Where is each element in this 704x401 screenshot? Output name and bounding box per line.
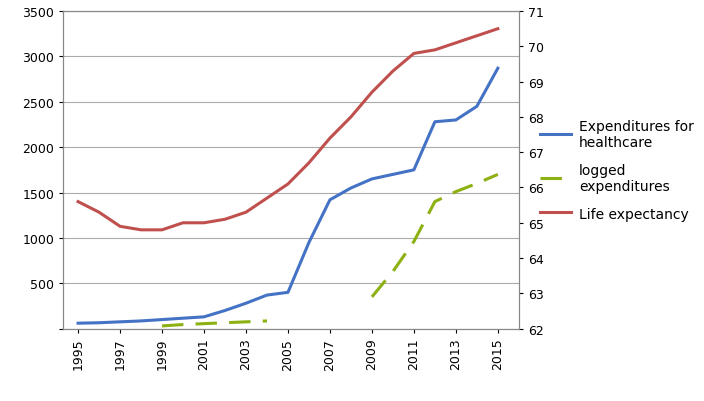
Expenditures for
healthcare bbox=[263, 293, 271, 298]
Expenditures for
healthcare bbox=[472, 105, 481, 109]
Expenditures for
healthcare bbox=[158, 317, 166, 322]
Life expectancy bbox=[74, 200, 82, 205]
Expenditures for
healthcare bbox=[389, 172, 397, 177]
Life expectancy bbox=[95, 210, 103, 215]
Life expectancy bbox=[452, 41, 460, 46]
logged
expenditures bbox=[410, 239, 418, 244]
Expenditures for
healthcare bbox=[241, 301, 250, 306]
Expenditures for
healthcare bbox=[326, 198, 334, 203]
Life expectancy bbox=[200, 221, 208, 226]
Expenditures for
healthcare bbox=[179, 316, 187, 321]
Line: logged
expenditures: logged expenditures bbox=[372, 175, 498, 297]
Life expectancy bbox=[116, 224, 125, 229]
logged
expenditures bbox=[431, 200, 439, 205]
Life expectancy bbox=[367, 91, 376, 95]
Life expectancy bbox=[472, 34, 481, 39]
Expenditures for
healthcare bbox=[410, 168, 418, 173]
Life expectancy bbox=[221, 217, 230, 222]
Expenditures for
healthcare bbox=[452, 118, 460, 123]
Expenditures for
healthcare bbox=[367, 177, 376, 182]
Expenditures for
healthcare bbox=[116, 320, 125, 324]
Life expectancy bbox=[326, 136, 334, 141]
Expenditures for
healthcare bbox=[74, 321, 82, 326]
Life expectancy bbox=[284, 182, 292, 187]
Expenditures for
healthcare bbox=[284, 290, 292, 295]
Life expectancy bbox=[158, 228, 166, 233]
Life expectancy bbox=[241, 210, 250, 215]
logged
expenditures bbox=[472, 182, 481, 186]
Life expectancy bbox=[346, 115, 355, 120]
Life expectancy bbox=[263, 196, 271, 201]
Life expectancy bbox=[410, 52, 418, 57]
Life expectancy bbox=[137, 228, 145, 233]
Life expectancy bbox=[494, 27, 502, 32]
logged
expenditures bbox=[494, 172, 502, 177]
Expenditures for
healthcare bbox=[494, 67, 502, 71]
logged
expenditures bbox=[389, 269, 397, 274]
Expenditures for
healthcare bbox=[137, 319, 145, 324]
Line: Expenditures for
healthcare: Expenditures for healthcare bbox=[78, 69, 498, 323]
Expenditures for
healthcare bbox=[305, 241, 313, 245]
logged
expenditures bbox=[367, 295, 376, 300]
Line: Life expectancy: Life expectancy bbox=[78, 30, 498, 230]
Expenditures for
healthcare bbox=[346, 186, 355, 191]
Life expectancy bbox=[389, 69, 397, 74]
Legend: Expenditures for
healthcare, logged
expenditures, Life expectancy: Expenditures for healthcare, logged expe… bbox=[533, 113, 700, 228]
logged
expenditures bbox=[452, 190, 460, 194]
Expenditures for
healthcare bbox=[221, 308, 230, 313]
Life expectancy bbox=[179, 221, 187, 226]
Expenditures for
healthcare bbox=[200, 315, 208, 320]
Life expectancy bbox=[305, 161, 313, 166]
Life expectancy bbox=[431, 49, 439, 53]
Expenditures for
healthcare bbox=[431, 120, 439, 125]
Expenditures for
healthcare bbox=[95, 320, 103, 325]
